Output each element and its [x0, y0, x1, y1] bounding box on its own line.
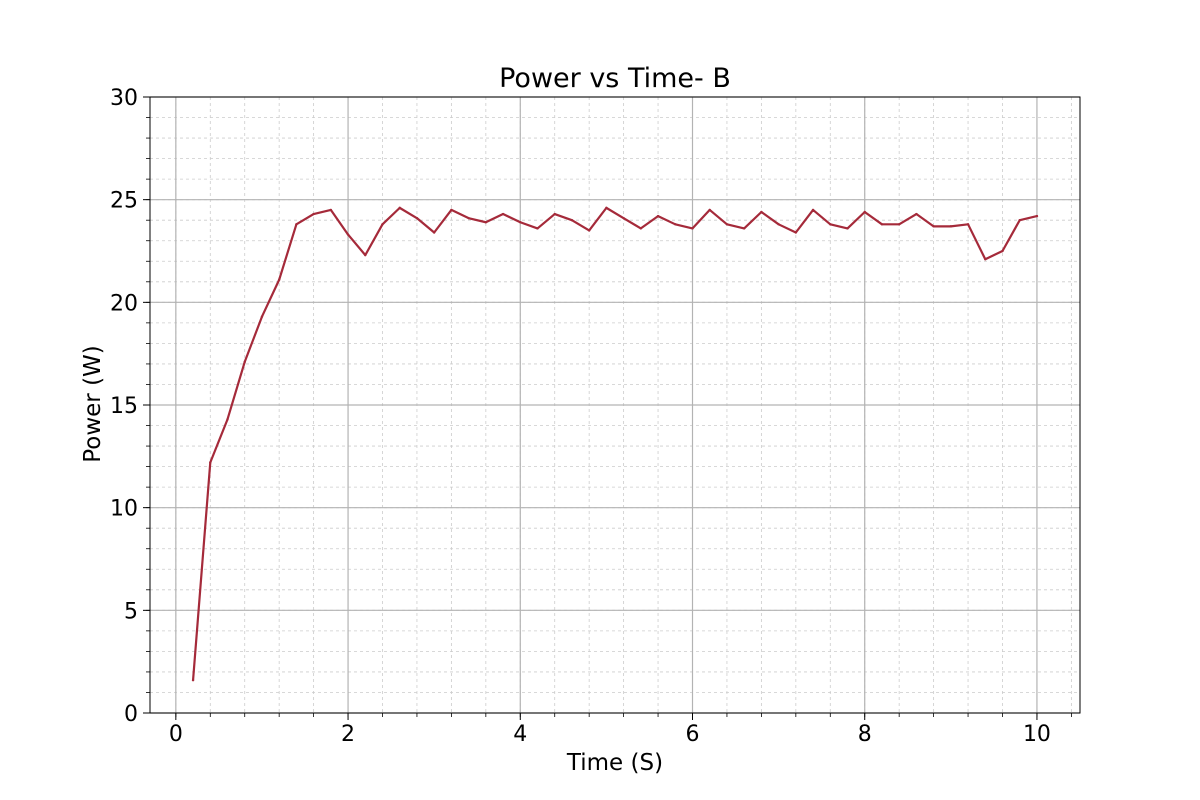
data-point [674, 223, 677, 226]
data-point [346, 233, 350, 236]
data-point [863, 210, 866, 214]
x-tick-label: 2 [341, 722, 355, 747]
data-point [932, 225, 935, 228]
data-point [949, 225, 953, 228]
data-point [260, 315, 264, 318]
data-point [708, 208, 711, 212]
x-tick-label: 0 [169, 722, 183, 747]
data-point [915, 212, 918, 216]
data-point [243, 360, 246, 364]
data-point [501, 212, 505, 216]
data-point [191, 678, 195, 682]
data-point [691, 227, 694, 230]
data-point [295, 223, 298, 226]
y-tick-label: 30 [110, 86, 138, 111]
x-tick-label: 6 [686, 722, 700, 747]
data-point [725, 223, 729, 226]
data-point [811, 208, 815, 212]
y-tick-label: 15 [110, 394, 138, 419]
data-point [484, 221, 488, 224]
data-point [1018, 219, 1021, 222]
data-point [966, 223, 970, 226]
data-point [639, 227, 643, 230]
data-point [553, 212, 556, 216]
data-point [432, 231, 436, 234]
tick-labels: 0 2 4 6 8 10 0 5 10 15 20 25 30 [110, 86, 1051, 747]
data-point [415, 216, 419, 220]
x-tick-label: 8 [858, 722, 872, 747]
chart-title: Power vs Time- B [499, 63, 731, 94]
x-tick-label: 10 [1023, 722, 1051, 747]
data-point [897, 223, 901, 226]
data-point [226, 418, 229, 421]
data-point [519, 221, 522, 224]
data-point [536, 227, 539, 230]
data-point [450, 208, 453, 212]
data-point [829, 223, 832, 226]
data-point [984, 258, 987, 261]
y-axis-label: Power (W) [80, 345, 106, 463]
data-point [1035, 214, 1039, 218]
series-line [191, 206, 1039, 682]
data-point [742, 227, 746, 230]
data-point [1001, 249, 1004, 253]
data-point [605, 206, 608, 210]
data-point [381, 223, 384, 226]
y-tick-label: 10 [110, 497, 138, 522]
data-point [587, 229, 591, 232]
x-axis-label: Time (S) [566, 750, 663, 776]
data-point [622, 216, 625, 220]
data-point [277, 278, 281, 281]
data-point [398, 206, 401, 210]
y-tick-label: 5 [124, 599, 138, 624]
data-layer [191, 206, 1039, 682]
data-point [312, 212, 315, 216]
y-tick-label: 20 [110, 291, 138, 316]
data-point [777, 223, 780, 226]
y-tick-label: 25 [110, 189, 138, 214]
data-point [846, 227, 849, 230]
data-point [880, 223, 884, 226]
axis-ticks [143, 96, 1072, 720]
data-point [364, 253, 367, 257]
data-point [794, 231, 798, 234]
data-point [570, 219, 574, 222]
data-point [760, 210, 763, 214]
data-point [467, 216, 470, 220]
y-tick-label: 0 [124, 702, 138, 727]
data-point [209, 461, 212, 464]
x-tick-label: 4 [513, 722, 527, 747]
data-point [656, 214, 660, 218]
data-point [329, 208, 333, 212]
